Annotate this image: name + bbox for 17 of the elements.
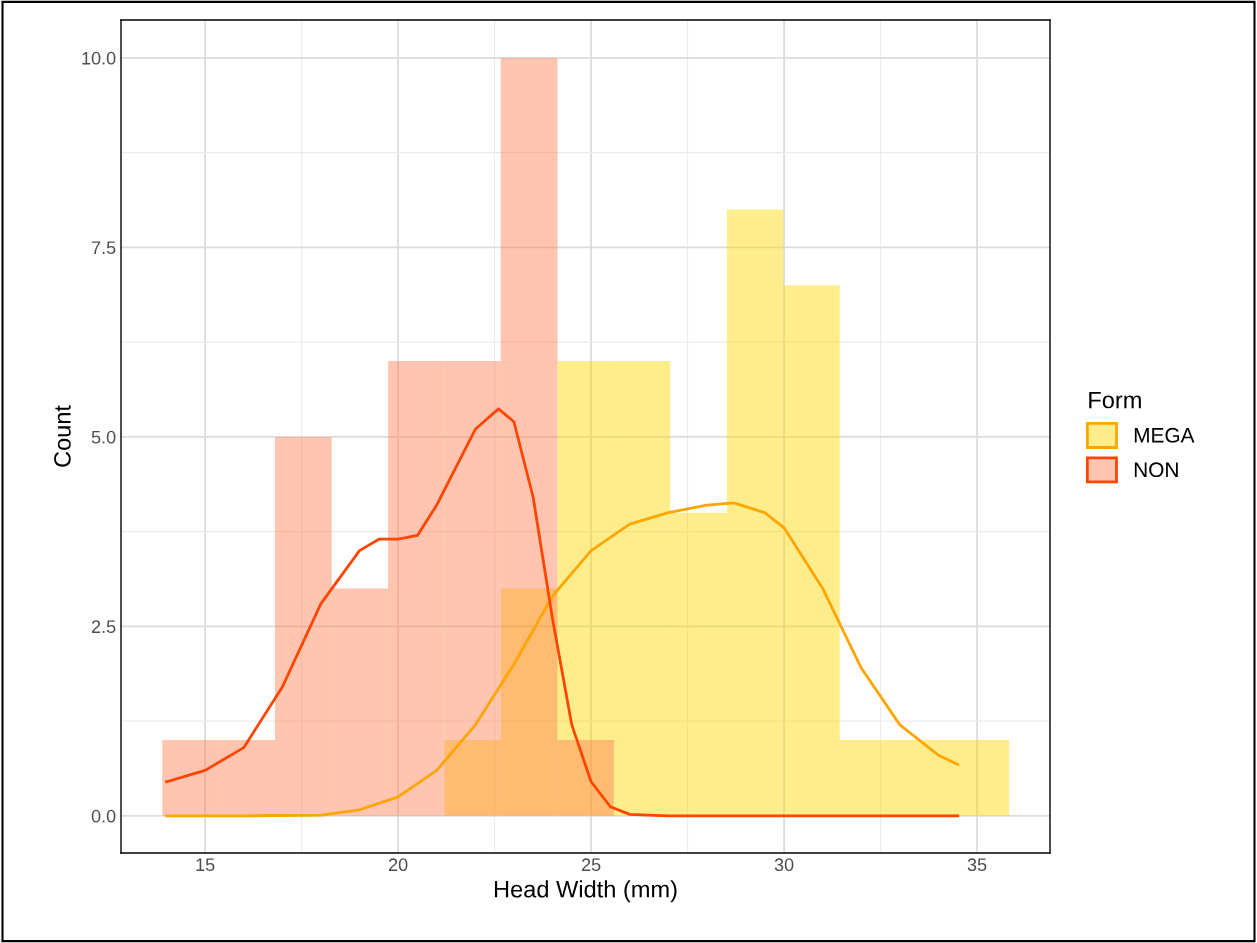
y-tick-label: 5.0: [91, 430, 116, 444]
y-tick-label: 10.0: [82, 51, 116, 65]
y-tick-label: 0.0: [91, 809, 116, 823]
legend-label: NON: [1134, 462, 1178, 478]
x-tick-label: 25: [581, 858, 601, 872]
y-tick-label: 2.5: [91, 620, 116, 634]
legend-label: MEGA: [1134, 427, 1195, 443]
legend-title: Form: [1089, 391, 1141, 409]
x-tick-label: 30: [774, 858, 794, 872]
line-series: [165, 407, 960, 818]
line-series: [165, 501, 960, 818]
x-tick-label: 35: [967, 858, 987, 872]
x-tick-label: 20: [388, 858, 408, 872]
x-tick-label: 15: [196, 858, 215, 872]
y-axis-title: Count: [54, 405, 71, 467]
y-tick-label: 7.5: [91, 241, 116, 255]
x-axis-title: Head Width (mm): [494, 880, 677, 903]
